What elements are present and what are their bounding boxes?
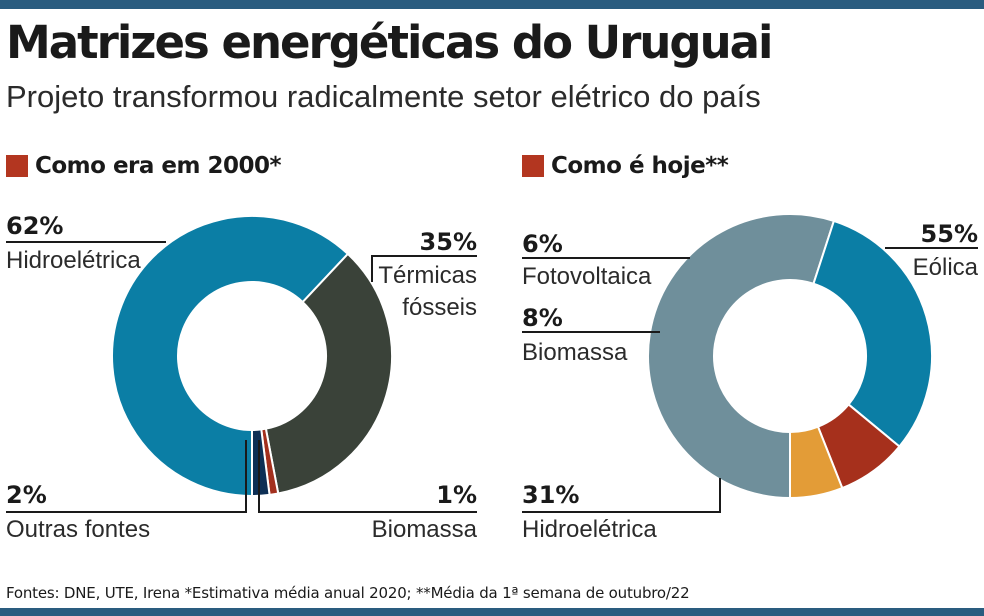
red-square-icon: [522, 155, 544, 177]
pct-biomassa-2000: 1%: [436, 481, 477, 509]
footer-sources: Fontes: DNE, UTE, Irena *Estimativa médi…: [6, 584, 690, 602]
label-outras-fontes: Outras fontes: [6, 516, 150, 543]
slice-hidroeletrica-2000: [111, 215, 350, 498]
donut-chart-2000: 62% Hidroelétrica 35% Térmicas fósseis 1…: [6, 212, 478, 543]
chart-2000-heading: Como era em 2000*: [6, 150, 282, 182]
page-subtitle: Projeto transformou radicalmente setor e…: [6, 79, 761, 114]
label-hidroeletrica-2000: Hidroelétrica: [6, 247, 141, 274]
label-termicas-fosseis-line1: Térmicas: [378, 262, 477, 289]
label-fotovoltaica: Fotovoltaica: [522, 263, 652, 290]
label-biomassa-2000: Biomassa: [372, 516, 478, 543]
leader-line-termicas-fosseis: [371, 255, 477, 282]
slice-hidroeletrica-hoje: [812, 219, 933, 448]
top-accent-bar: [0, 0, 984, 9]
leader-line-hidroeletrica-hoje: [522, 478, 721, 513]
donut-chart-today: 55% Eólica 6% Fotovoltaica 8% Biomassa 3…: [522, 213, 979, 543]
pct-eolica: 55%: [921, 220, 978, 248]
pct-hidroeletrica-2000: 62%: [6, 212, 63, 240]
label-hidroeletrica-hoje: Hidroelétrica: [522, 516, 657, 543]
pct-hidroeletrica-hoje: 31%: [522, 481, 579, 509]
pct-outras-fontes: 2%: [6, 481, 47, 509]
leader-line-biomassa-2000: [258, 440, 477, 513]
chart-today-heading: Como é hoje**: [522, 150, 729, 182]
label-eolica: Eólica: [913, 254, 979, 281]
page-title: Matrizes energéticas do Uruguai: [6, 16, 773, 69]
slice-termicas-fosseis-2000: [264, 252, 393, 495]
slice-eolica-hoje: [647, 213, 836, 500]
chart-today-title: Como é hoje**: [551, 153, 729, 179]
bottom-accent-bar: [0, 608, 984, 616]
slice-fotovoltaica-hoje: [789, 425, 844, 500]
pct-fotovoltaica: 6%: [522, 230, 563, 258]
pct-termicas-fosseis: 35%: [420, 228, 477, 256]
pct-biomassa-hoje: 8%: [522, 304, 563, 332]
chart-2000-title: Como era em 2000*: [35, 153, 282, 179]
label-biomassa-hoje: Biomassa: [522, 339, 628, 366]
red-square-icon: [6, 155, 28, 177]
leader-line-outras-fontes: [6, 440, 247, 513]
label-termicas-fosseis-line2: fósseis: [402, 294, 477, 321]
slice-outras-fontes-2000: [251, 428, 271, 498]
